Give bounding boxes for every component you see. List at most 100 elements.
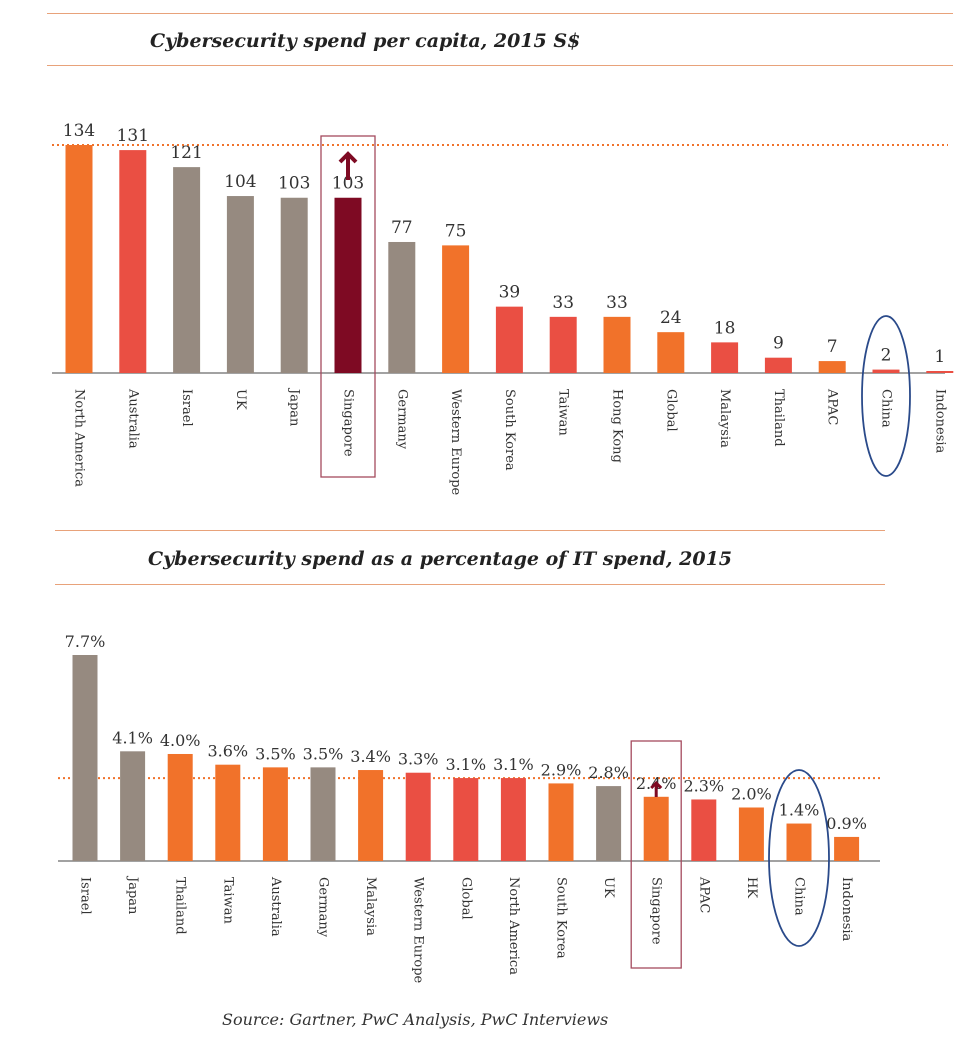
chart1-tick-label: North America: [72, 389, 87, 487]
chart1-data-label: 7: [827, 337, 838, 357]
chart1-tick-label: Germany: [394, 389, 409, 450]
chart1-data-label: 18: [714, 318, 736, 338]
chart2-tick-label: Western Europe: [411, 877, 426, 984]
chart2-top-rule: [55, 530, 885, 531]
chart2-data-label: 4.0%: [160, 731, 201, 750]
chart2-data-label: 1.4%: [779, 801, 820, 820]
chart1-bar: [280, 197, 308, 373]
chart1-tick-label: Thailand: [771, 389, 786, 447]
chart2-tick-label: Malaysia: [363, 877, 378, 936]
chart1-bar: [926, 371, 954, 373]
chart1-bar: [549, 316, 577, 373]
chart1-bar: [603, 316, 631, 373]
chart1-title-rule: [47, 65, 953, 66]
chart2-tick-label: APAC: [696, 876, 711, 913]
chart1-title: Cybersecurity spend per capita, 2015 S$: [150, 30, 581, 52]
chart2-highlight-circle: [768, 769, 830, 947]
chart1-highlight-box: [320, 135, 376, 478]
chart1-bar: [711, 342, 739, 373]
chart1-tick-label: Taiwan: [556, 389, 571, 436]
chart2-data-label: 7.7%: [65, 632, 106, 651]
chart2-bar: [738, 807, 764, 861]
chart1-data-label: 33: [552, 293, 574, 313]
chart2-title-rule: [55, 584, 885, 585]
chart2-data-label: 3.1%: [493, 755, 534, 774]
chart1-bar: [442, 245, 470, 373]
chart1-tick-label: Singapore: [341, 389, 356, 457]
chart2-tick-label: HK: [744, 877, 759, 898]
chart1-data-label: 1: [934, 347, 945, 367]
chart1-tick-label: Australia: [125, 388, 140, 449]
chart1-bar: [872, 369, 900, 373]
chart1-data-label: 121: [170, 143, 202, 163]
chart2-data-label: 2.8%: [588, 763, 629, 782]
chart1-data-label: 134: [63, 121, 95, 141]
chart1-tick-label: Western Europe: [448, 389, 463, 496]
chart1-data-label: 103: [278, 174, 310, 194]
chart1-tick-label: APAC: [825, 388, 840, 425]
chart2-bar: [405, 772, 431, 861]
chart2-tick-label: China: [792, 877, 807, 916]
chart2-bar: [310, 767, 336, 861]
chart2-tick-label: Global: [458, 877, 473, 920]
chart1-bar: [657, 332, 685, 373]
chart2-data-label: 3.3%: [398, 750, 439, 769]
chart1-tick-label: Global: [663, 389, 678, 432]
chart1-data-label: 77: [391, 218, 413, 238]
chart1-tick-label: Hong Kong: [610, 389, 625, 463]
chart1-highlight-circle: [861, 315, 911, 477]
chart1-tick-label: South Korea: [502, 389, 517, 471]
chart2-bar: [358, 770, 384, 861]
chart2-bar: [834, 836, 860, 861]
chart2-tick-label: Thailand: [173, 877, 188, 935]
chart2-data-label: 2.3%: [683, 776, 724, 795]
chart1-bar: [495, 306, 523, 373]
chart1-top-rule: [47, 13, 953, 14]
chart2-tick-label: Australia: [268, 876, 283, 937]
chart1-data-label: 103: [332, 174, 364, 194]
chart1-tick-label: Israel: [179, 389, 194, 427]
chart2-tick-label: Germany: [316, 877, 331, 938]
chart1-bar: [173, 167, 201, 373]
chart2-tick-label: Singapore: [649, 877, 664, 945]
chart2-tick-label: North America: [506, 877, 521, 975]
chart1-tick-label: UK: [233, 389, 248, 410]
chart2-bar: [691, 799, 717, 861]
chart1-data-label: 9: [773, 334, 784, 354]
chart2-data-label: 3.5%: [255, 744, 296, 763]
chart2-title: Cybersecurity spend as a percentage of I…: [148, 548, 733, 570]
chart2-bar: [120, 751, 146, 861]
chart2-data-label: 3.5%: [303, 744, 344, 763]
chart2-bar: [167, 753, 193, 861]
chart2-arrow-head: [650, 780, 663, 790]
chart2-bar: [215, 764, 241, 861]
chart2-data-label: 3.6%: [207, 742, 248, 761]
chart2-data-label: 3.4%: [350, 747, 391, 766]
chart1-data-label: 131: [117, 126, 149, 146]
chart1-plot: 134 North America 131 Australia 121 Israel 104…: [52, 121, 954, 496]
chart2-bar: [262, 767, 288, 861]
chart1-bar: [226, 196, 254, 373]
chart1-tick-label: China: [879, 389, 894, 428]
chart2-bar: [548, 783, 574, 861]
chart2-data-label: 3.1%: [445, 755, 486, 774]
chart1-bar: [119, 150, 147, 373]
chart2-bar: [453, 778, 479, 861]
chart1-bar: [764, 357, 792, 373]
chart2-bar: [596, 786, 622, 861]
chart1-data-label: 2: [881, 346, 892, 366]
chart2-tick-label: Indonesia: [839, 877, 854, 942]
chart1-data-label: 39: [499, 283, 521, 303]
chart2-data-label: 4.1%: [112, 728, 153, 747]
chart2-data-label: 0.9%: [826, 814, 867, 833]
chart1-data-label: 24: [660, 308, 682, 328]
chart2-bar: [643, 796, 669, 861]
chart2-tick-label: Japan: [125, 875, 140, 915]
chart2-bar: [500, 778, 526, 861]
chart1-tick-label: Indonesia: [932, 389, 947, 454]
chart2-bar: [72, 655, 98, 861]
chart2-highlight-box: [630, 740, 682, 969]
chart1-tick-label: Japan: [287, 387, 302, 427]
chart1-bar: [818, 361, 846, 373]
